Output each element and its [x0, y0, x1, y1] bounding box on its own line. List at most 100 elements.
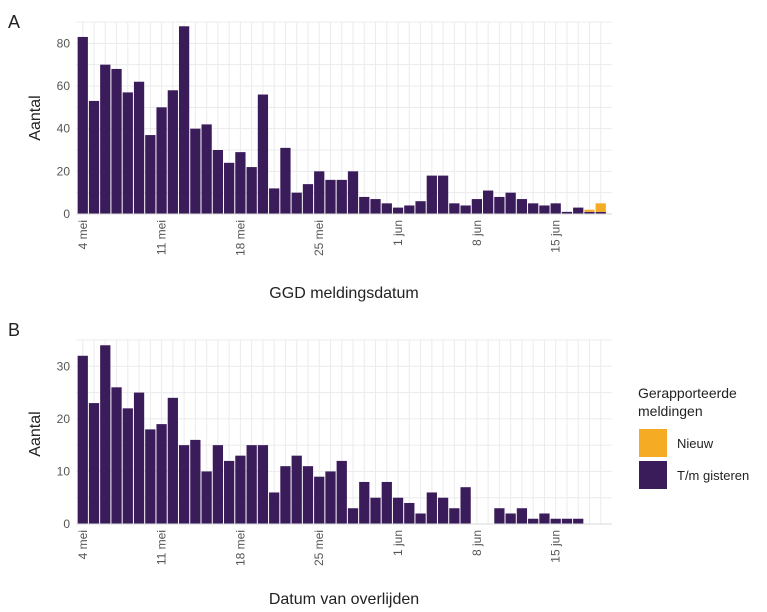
y-tick-label: 30: [57, 359, 71, 373]
y-tick-label: 40: [57, 122, 71, 136]
bar-t-m-gisteren: [381, 203, 392, 214]
bar-t-m-gisteren: [156, 107, 167, 214]
bar-t-m-gisteren: [426, 175, 437, 214]
y-tick-label: 20: [57, 164, 71, 178]
bar-t-m-gisteren: [347, 171, 359, 214]
y-tick-label: 10: [57, 464, 71, 478]
bar-t-m-gisteren: [516, 199, 528, 214]
bar-t-m-gisteren: [437, 497, 449, 524]
bar-t-m-gisteren: [302, 184, 314, 214]
y-axis-label-a: Aantal: [27, 95, 44, 140]
y-axis-label-b: Aantal: [27, 411, 44, 456]
bar-t-m-gisteren: [505, 192, 516, 214]
bar-t-m-gisteren: [257, 445, 269, 524]
bar-t-m-gisteren: [224, 460, 235, 524]
y-tick-label: 80: [57, 36, 71, 50]
bar-t-m-gisteren: [190, 439, 201, 524]
panel-letter-b: B: [8, 320, 20, 340]
bar-t-m-gisteren: [347, 508, 359, 524]
bar-t-m-gisteren: [190, 128, 201, 214]
x-tick-label: 18 mei: [233, 530, 247, 566]
bar-t-m-gisteren: [336, 460, 347, 524]
x-tick-label: 8 jun: [470, 220, 484, 246]
x-tick-label: 18 mei: [233, 220, 247, 256]
x-tick-label: 25 mei: [312, 530, 326, 566]
bar-t-m-gisteren: [415, 513, 426, 524]
bar-t-m-gisteren: [381, 481, 392, 524]
bar-t-m-gisteren: [314, 476, 325, 524]
bar-t-m-gisteren: [336, 179, 347, 214]
bar-t-m-gisteren: [133, 392, 145, 524]
bar-t-m-gisteren: [77, 36, 88, 214]
bar-t-m-gisteren: [573, 518, 584, 524]
bar-t-m-gisteren: [404, 205, 415, 214]
x-tick-label: 4 mei: [76, 530, 90, 559]
bar-t-m-gisteren: [449, 508, 460, 524]
bar-t-m-gisteren: [167, 90, 178, 214]
bar-t-m-gisteren: [235, 152, 246, 214]
bar-t-m-gisteren: [561, 518, 573, 524]
bar-t-m-gisteren: [370, 497, 381, 524]
bar-t-m-gisteren: [167, 397, 178, 524]
bar-t-m-gisteren: [325, 179, 336, 214]
bar-t-m-gisteren: [437, 175, 449, 214]
x-axis-label-b: Datum van overlijden: [269, 591, 419, 608]
bar-t-m-gisteren: [201, 124, 212, 214]
bar-t-m-gisteren: [449, 203, 460, 214]
bar-t-m-gisteren: [494, 196, 505, 214]
bar-t-m-gisteren: [483, 190, 494, 214]
bar-t-m-gisteren: [404, 502, 415, 524]
bar-nieuw: [584, 209, 595, 212]
bars-a: [76, 26, 612, 215]
x-tick-label: 15 jun: [549, 220, 563, 253]
bars-b: [76, 345, 612, 525]
bar-t-m-gisteren: [539, 513, 550, 524]
bar-t-m-gisteren: [392, 497, 404, 524]
bar-t-m-gisteren: [370, 199, 381, 214]
bar-t-m-gisteren: [100, 345, 111, 524]
bar-t-m-gisteren: [539, 205, 550, 214]
bar-t-m-gisteren: [550, 203, 561, 214]
y-tick-label: 0: [63, 517, 70, 531]
x-axis-label-a: GGD meldingsdatum: [269, 285, 418, 302]
bar-t-m-gisteren: [201, 471, 212, 524]
legend-title-line-1: Gerapporteerde: [638, 385, 737, 401]
bar-t-m-gisteren: [224, 162, 235, 214]
bar-t-m-gisteren: [573, 207, 584, 214]
y-ticks-b: 0 10 20 30: [57, 359, 71, 531]
y-tick-label: 0: [63, 207, 70, 221]
bar-t-m-gisteren: [471, 199, 483, 214]
panel-b: B 0 10 20 30 4 mei 11 mei 18 mei 25 mei 1 jun 8 …: [8, 320, 612, 608]
legend-swatch-nieuw: [639, 429, 667, 457]
x-tick-label: 4 mei: [76, 220, 90, 249]
legend: Gerapporteerde meldingen Nieuw T/m giste…: [638, 385, 749, 489]
legend-title-line-2: meldingen: [638, 403, 703, 419]
bar-t-m-gisteren: [392, 207, 404, 214]
bar-t-m-gisteren: [235, 455, 246, 524]
bar-t-m-gisteren: [550, 518, 561, 524]
bar-t-m-gisteren: [246, 445, 257, 524]
bar-t-m-gisteren: [314, 171, 325, 214]
x-tick-label: 11 mei: [155, 530, 169, 565]
bar-t-m-gisteren: [178, 26, 190, 215]
legend-swatch-t-m-gisteren: [639, 461, 667, 489]
bar-t-m-gisteren: [359, 196, 370, 214]
y-tick-label: 60: [57, 79, 71, 93]
bar-t-m-gisteren: [111, 68, 122, 214]
panel-letter-a: A: [8, 12, 20, 32]
x-ticks-b: 4 mei 11 mei 18 mei 25 mei 1 jun 8 jun 15 jun: [76, 530, 563, 566]
x-tick-label: 8 jun: [470, 530, 484, 556]
bar-t-m-gisteren: [145, 429, 156, 524]
y-tick-label: 20: [57, 412, 71, 426]
x-tick-label: 1 jun: [391, 220, 405, 246]
bar-t-m-gisteren: [302, 466, 314, 524]
bar-t-m-gisteren: [269, 188, 280, 214]
bar-t-m-gisteren: [156, 424, 167, 524]
bar-t-m-gisteren: [133, 81, 145, 214]
bar-t-m-gisteren: [494, 508, 505, 524]
bar-t-m-gisteren: [88, 100, 100, 214]
bar-t-m-gisteren: [111, 387, 122, 524]
x-tick-label: 11 mei: [155, 220, 169, 255]
bar-t-m-gisteren: [359, 481, 370, 524]
